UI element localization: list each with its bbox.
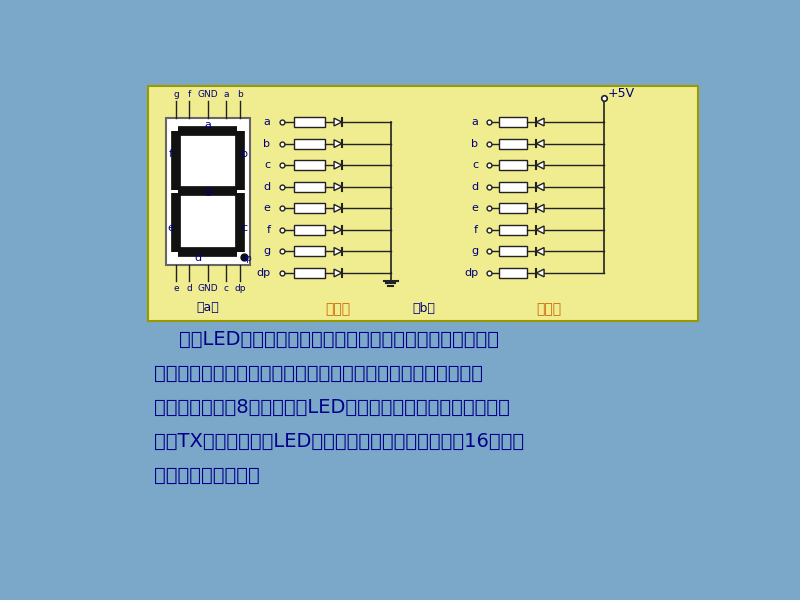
Text: dp: dp — [234, 284, 246, 293]
Bar — [294, 247, 325, 256]
Text: 节。TX实验板用共阴LED显示器，根据电路连接图显示16进制数: 节。TX实验板用共阴LED显示器，根据电路连接图显示16进制数 — [154, 431, 524, 451]
Text: （b）: （b） — [412, 302, 435, 315]
Polygon shape — [334, 118, 342, 126]
Bar — [166, 118, 250, 265]
Polygon shape — [334, 226, 342, 234]
Text: f: f — [187, 90, 190, 99]
Text: b: b — [238, 90, 243, 99]
Text: dp: dp — [464, 268, 478, 278]
Polygon shape — [536, 269, 544, 277]
Text: c: c — [224, 284, 229, 293]
Text: a: a — [471, 117, 478, 127]
Text: f: f — [266, 225, 270, 235]
Polygon shape — [334, 183, 342, 191]
Text: a: a — [204, 120, 211, 130]
Text: f: f — [169, 149, 173, 160]
Bar — [294, 268, 325, 278]
Bar — [294, 225, 325, 235]
Bar — [294, 117, 325, 127]
Text: e: e — [167, 223, 174, 233]
Text: dp: dp — [256, 268, 270, 278]
Text: b: b — [263, 139, 270, 149]
Text: g: g — [173, 90, 179, 99]
Polygon shape — [334, 140, 342, 148]
Text: b: b — [471, 139, 478, 149]
Polygon shape — [536, 140, 544, 148]
Text: 示数字或字符，必须对数字或字符进行编码。七段数码管加上一: 示数字或字符，必须对数字或字符进行编码。七段数码管加上一 — [154, 364, 483, 383]
Polygon shape — [334, 269, 342, 277]
Polygon shape — [334, 161, 342, 169]
Bar — [499, 139, 527, 149]
Bar — [499, 117, 527, 127]
Polygon shape — [334, 248, 342, 255]
Bar — [499, 247, 527, 256]
Polygon shape — [536, 161, 544, 169]
Text: d: d — [195, 253, 202, 263]
Text: b: b — [242, 149, 249, 160]
Text: 使用LED显示器时，要注意区分这两种不同的接法。为了显: 使用LED显示器时，要注意区分这两种不同的接法。为了显 — [154, 330, 499, 349]
Text: g: g — [471, 247, 478, 256]
Polygon shape — [536, 226, 544, 234]
Bar — [499, 203, 527, 213]
Polygon shape — [536, 118, 544, 126]
Bar — [499, 182, 527, 192]
Bar — [294, 182, 325, 192]
Polygon shape — [334, 205, 342, 212]
Polygon shape — [536, 248, 544, 255]
Polygon shape — [536, 183, 544, 191]
Text: 的编码已列在下表。: 的编码已列在下表。 — [154, 466, 260, 484]
Text: c: c — [242, 223, 248, 233]
Text: a: a — [223, 90, 229, 99]
Text: 共阴极: 共阴极 — [326, 302, 351, 316]
Text: e: e — [173, 284, 178, 293]
Bar — [294, 160, 325, 170]
Text: g: g — [263, 247, 270, 256]
Bar — [294, 139, 325, 149]
Text: d: d — [186, 284, 192, 293]
Text: e: e — [264, 203, 270, 213]
Text: GND: GND — [198, 90, 218, 99]
Text: dp: dp — [241, 254, 252, 263]
Text: c: c — [264, 160, 270, 170]
Text: e: e — [471, 203, 478, 213]
Text: +5V: +5V — [608, 87, 634, 100]
Bar — [499, 225, 527, 235]
Polygon shape — [536, 205, 544, 212]
Text: （a）: （a） — [196, 301, 219, 314]
Text: d: d — [471, 182, 478, 192]
Text: a: a — [264, 117, 270, 127]
Bar — [499, 268, 527, 278]
Text: f: f — [474, 225, 478, 235]
Text: c: c — [472, 160, 478, 170]
Text: 共阳极: 共阳极 — [536, 302, 562, 316]
Text: GND: GND — [198, 284, 218, 293]
Bar — [148, 86, 698, 321]
Bar — [294, 203, 325, 213]
Text: 个小数点，共艸8段。因此为LED显示器提供的编码正好是一个字: 个小数点，共艸8段。因此为LED显示器提供的编码正好是一个字 — [154, 398, 510, 417]
Text: d: d — [263, 182, 270, 192]
Text: g: g — [204, 187, 211, 196]
Bar — [499, 160, 527, 170]
